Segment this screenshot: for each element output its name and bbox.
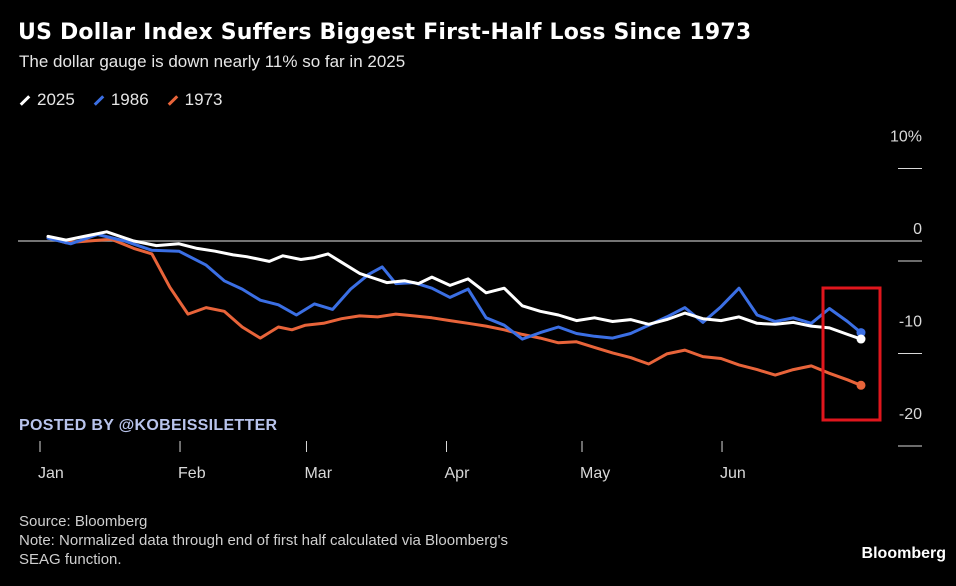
series-line-2025 [46, 230, 863, 341]
bloomberg-logo: Bloomberg [861, 545, 946, 562]
y-tick-label: 0 [913, 221, 922, 238]
legend: 2025 1986 1973 [19, 90, 222, 110]
x-tick-label: Mar [304, 465, 332, 482]
legend-label-1973: 1973 [184, 90, 223, 109]
chart-subtitle: The dollar gauge is down nearly 11% so f… [19, 52, 406, 71]
note-line-1: Note: Normalized data through end of fir… [19, 532, 508, 549]
x-tick-label: Feb [178, 465, 206, 482]
y-tick-label: -20 [899, 406, 922, 423]
y-tick-label: -10 [899, 314, 922, 331]
chart-title: US Dollar Index Suffers Biggest First-Ha… [18, 20, 752, 45]
x-tick-label: May [580, 465, 610, 482]
x-tick-label: Apr [445, 465, 471, 482]
x-tick-label: Jun [720, 465, 746, 482]
watermark: POSTED BY @KOBEISSILETTER [19, 417, 278, 434]
end-point-1986 [856, 328, 866, 338]
end-point-1973 [856, 380, 866, 390]
legend-item-2025: 2025 [19, 90, 75, 110]
footer: Source: Bloomberg Note: Normalized data … [19, 512, 508, 569]
source-text: Source: Bloomberg [19, 513, 148, 530]
legend-label-1986: 1986 [110, 90, 149, 109]
series-line-1973 [46, 235, 863, 387]
legend-item-1986: 1986 [93, 90, 149, 110]
end-point-2025 [856, 334, 866, 344]
highlight-box [821, 286, 882, 422]
note-line-2: SEAG function. [19, 551, 122, 568]
series-line-1986 [46, 233, 863, 341]
y-tick-label: 10% [890, 129, 922, 146]
legend-item-1973: 1973 [167, 90, 223, 110]
x-tick-label: Jan [38, 465, 64, 482]
legend-label-2025: 2025 [37, 90, 75, 109]
